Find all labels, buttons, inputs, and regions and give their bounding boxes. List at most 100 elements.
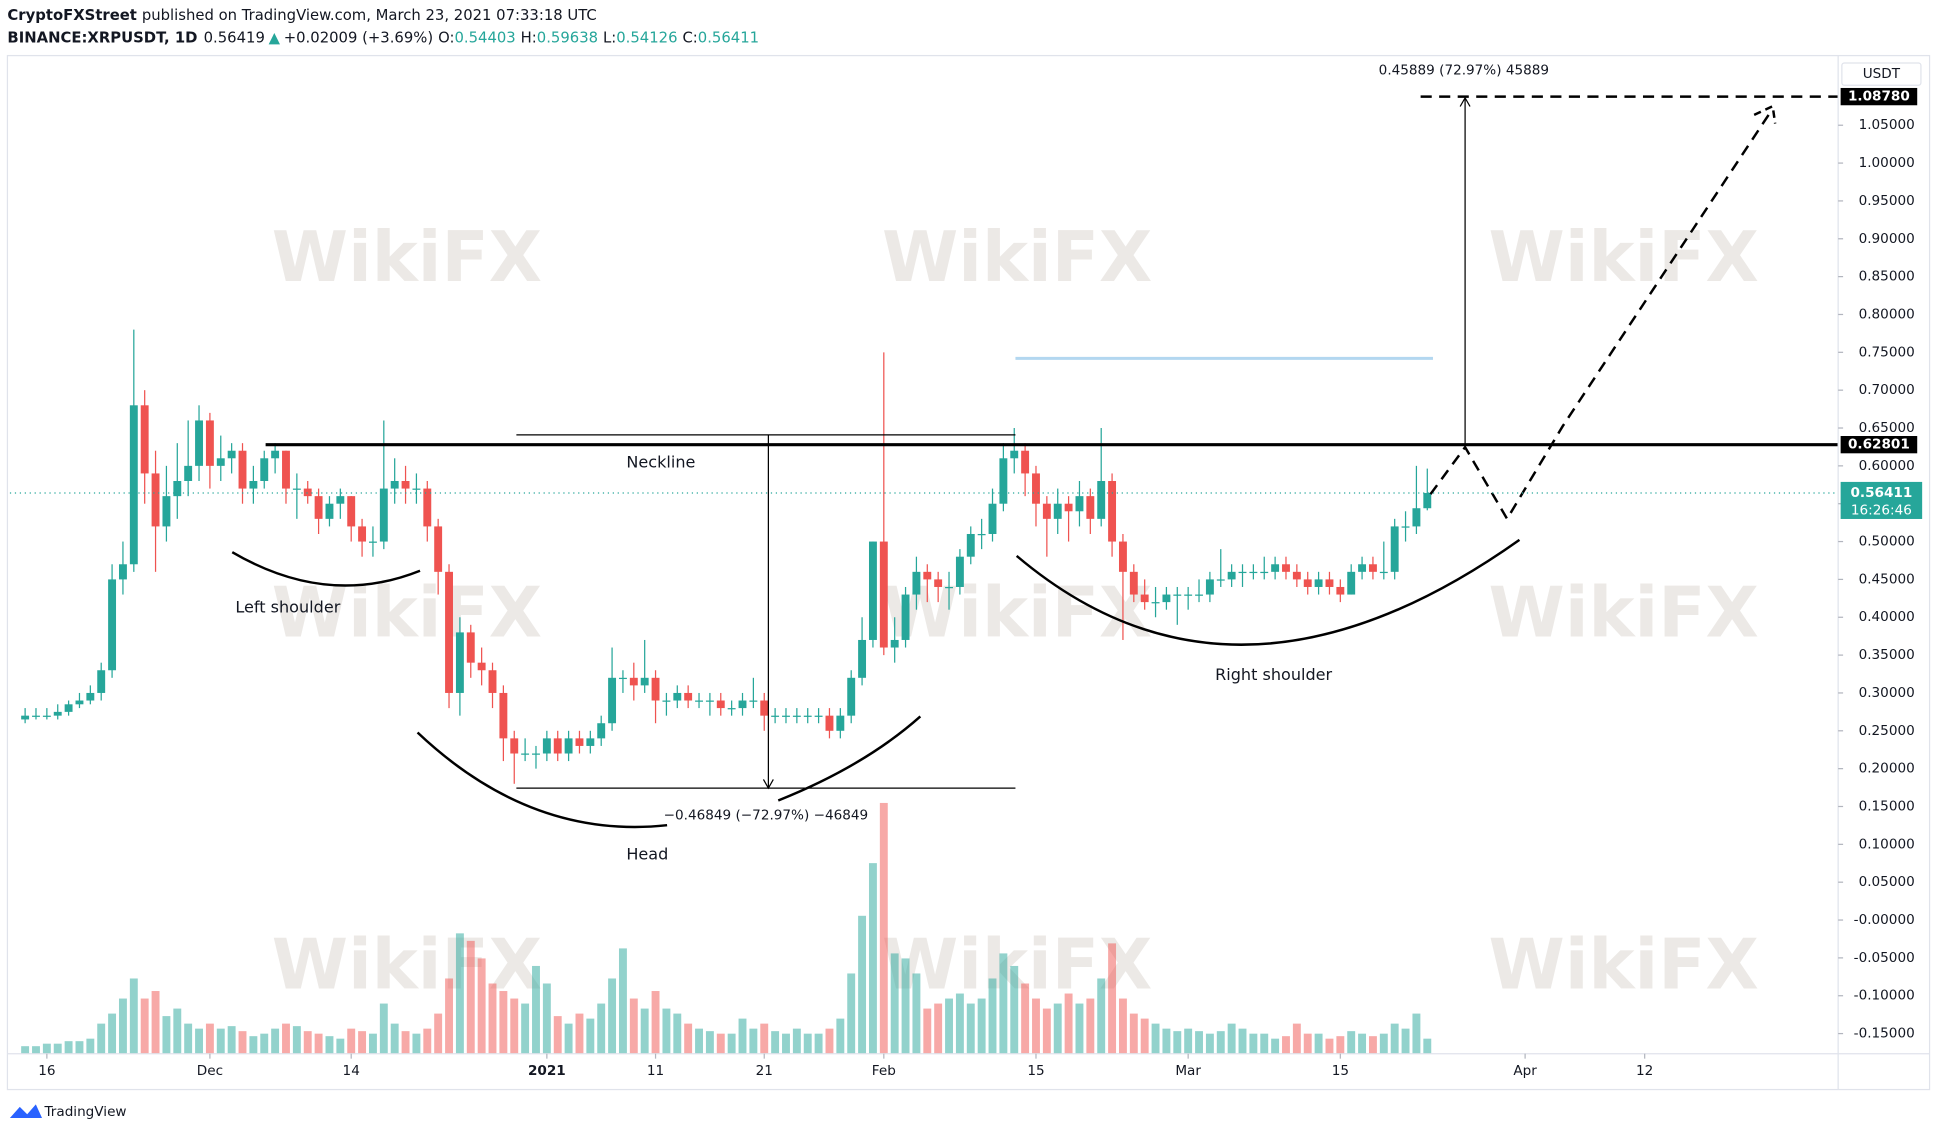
volume-bar: [325, 1036, 334, 1054]
volume-bar: [1108, 943, 1117, 1054]
measure-arrow: [762, 779, 774, 790]
volume-bar: [1195, 1031, 1203, 1054]
volume-bar: [608, 978, 617, 1054]
volume-bar: [1379, 1033, 1388, 1054]
volume-bar: [662, 1008, 671, 1054]
volume-bar: [1271, 1038, 1280, 1054]
candle-body: [477, 662, 486, 671]
volume-bar: [1075, 1003, 1084, 1054]
candle-body: [640, 677, 649, 686]
y-tick-label: 0.70000: [1859, 382, 1915, 398]
volume-bar: [162, 1016, 171, 1054]
volume-bar: [510, 998, 519, 1054]
candle-body: [1368, 564, 1377, 572]
y-tick-label: 0.75000: [1859, 344, 1915, 360]
volume-bar: [336, 1038, 345, 1054]
candle-body: [1021, 450, 1030, 474]
volume-bar: [271, 1028, 280, 1054]
y-tick-label: 1.05000: [1859, 117, 1915, 133]
last-price-label: 0.56411: [1850, 485, 1912, 501]
volume-bar: [879, 802, 888, 1054]
volume-bar: [934, 1003, 943, 1054]
volume-bar: [238, 1031, 247, 1054]
candle-body: [629, 677, 638, 686]
volume-bar: [999, 953, 1008, 1054]
watermark: WikiFX: [272, 926, 542, 1006]
candle-body: [1032, 473, 1040, 504]
candle-body: [532, 753, 540, 755]
volume-bar: [564, 1023, 573, 1054]
volume-bar: [249, 1036, 258, 1054]
candle-body: [260, 458, 269, 482]
volume-bar: [423, 1028, 432, 1054]
watermarks: WikiFX WikiFX WikiFX WikiFX WikiFX WikiF…: [272, 218, 1759, 1006]
candle-body: [814, 715, 823, 717]
volume-bar: [988, 978, 997, 1054]
candle-body: [1205, 579, 1214, 595]
y-tick-label: -0.00000: [1854, 912, 1915, 928]
candle-body: [1282, 564, 1290, 572]
volume-bar: [108, 1013, 117, 1054]
o-value: 0.54403: [454, 29, 515, 46]
volume-bar: [782, 1033, 790, 1054]
y-tick-label: 0.25000: [1859, 723, 1915, 739]
chart-frame: [6, 54, 1931, 1091]
footer-logo: [9, 1104, 43, 1118]
y-tick-label: 0.15000: [1859, 798, 1915, 814]
volume-bar: [847, 973, 856, 1054]
candle-body: [434, 526, 443, 572]
candle-body: [1336, 586, 1345, 595]
volume-bar: [868, 863, 877, 1054]
candle-body: [1108, 481, 1117, 542]
volume-bar: [814, 1033, 823, 1054]
y-tick-label: 0.05000: [1859, 874, 1915, 890]
measure-down-label: −0.46849 (−72.97%) −46849: [664, 807, 868, 823]
candle-body: [1423, 493, 1432, 509]
candle-body: [651, 677, 660, 701]
candle-body: [271, 450, 280, 459]
candle-body: [1401, 526, 1410, 528]
y-tick-label: 0.20000: [1859, 761, 1915, 777]
candle-body: [1195, 594, 1203, 596]
volume-bar: [553, 1016, 562, 1054]
volume-bar: [1216, 1031, 1225, 1054]
candle-body: [42, 715, 51, 717]
volume-bar: [477, 958, 486, 1054]
change: +0.02009 (+3.69%): [284, 29, 433, 46]
candle-body: [1379, 571, 1388, 574]
candle-body: [1173, 594, 1182, 596]
y-tick-label: 0.45000: [1859, 571, 1915, 587]
volume-bar: [575, 1013, 584, 1054]
y-tick-label: 0.80000: [1859, 306, 1915, 322]
volume-bar: [1368, 1036, 1377, 1054]
volume-bar: [1032, 998, 1040, 1054]
candle-body: [1271, 564, 1280, 572]
header-line-1: CryptoFXStreet published on TradingView.c…: [7, 7, 596, 24]
volume-bar: [64, 1041, 73, 1054]
footer-text: TradingView: [43, 1104, 126, 1120]
candle-body: [195, 420, 203, 466]
h-value: 0.59638: [537, 29, 598, 46]
price-badge-label: 1.08780: [1848, 89, 1910, 105]
candle-body: [1118, 541, 1127, 572]
volume-bar: [1053, 1003, 1062, 1054]
volume-bar: [260, 1033, 269, 1054]
volume-bar: [390, 1023, 399, 1054]
candle-body: [1292, 571, 1301, 580]
volume-bar: [358, 1031, 367, 1054]
h-label: H:: [521, 29, 537, 46]
volume-bar: [1347, 1031, 1356, 1054]
candle-body: [118, 564, 127, 580]
right-shoulder-arc: [1015, 538, 1521, 646]
candle-body: [553, 738, 562, 754]
volume-bar: [86, 1038, 95, 1054]
candle-body: [738, 700, 747, 709]
volume-bar: [173, 1008, 182, 1054]
y-tick-label: 1.00000: [1859, 155, 1915, 171]
volume-bar: [792, 1028, 801, 1054]
volume-bar: [597, 1003, 606, 1054]
volume-bar: [445, 978, 453, 1054]
volume-bar: [618, 948, 627, 1054]
volume-bar: [1064, 993, 1073, 1054]
candle-body: [901, 594, 910, 640]
